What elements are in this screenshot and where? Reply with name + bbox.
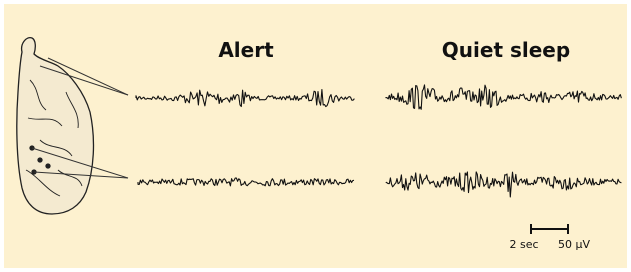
eeg-figure: Alert Quiet sleep 2 sec 50 μV [0,0,631,272]
panel-title: Quiet sleep [442,38,570,62]
scale-time-label: 2 sec [509,238,538,251]
panel-title: Alert [218,38,274,62]
scale-amplitude-label: 50 μV [558,238,590,251]
